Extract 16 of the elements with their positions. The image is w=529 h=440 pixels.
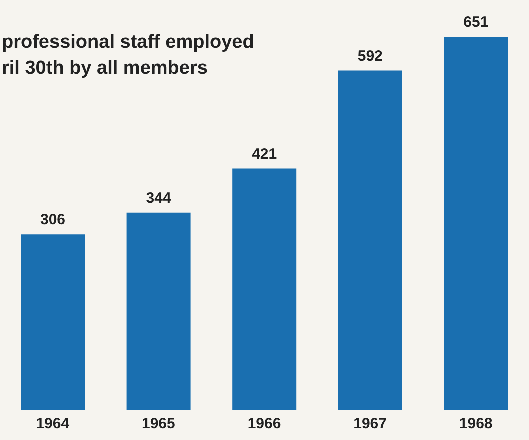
bar [232, 168, 297, 410]
x-tick-label: 1965 [142, 416, 176, 433]
data-label: 421 [252, 146, 278, 163]
bar [444, 37, 508, 410]
x-tick-label: 1964 [36, 416, 70, 433]
chart-title: professional staff employed ril 30th by all members [2, 32, 254, 79]
bar [338, 70, 402, 410]
x-tick-label: 1967 [354, 416, 387, 433]
bar [126, 212, 191, 410]
data-label: 306 [40, 212, 66, 229]
bar [21, 234, 85, 410]
x-tick-label: 1966 [248, 416, 282, 433]
data-label: 592 [358, 48, 383, 65]
x-tick-label: 1968 [459, 416, 493, 433]
data-label: 344 [146, 190, 172, 207]
data-label: 651 [464, 14, 489, 31]
